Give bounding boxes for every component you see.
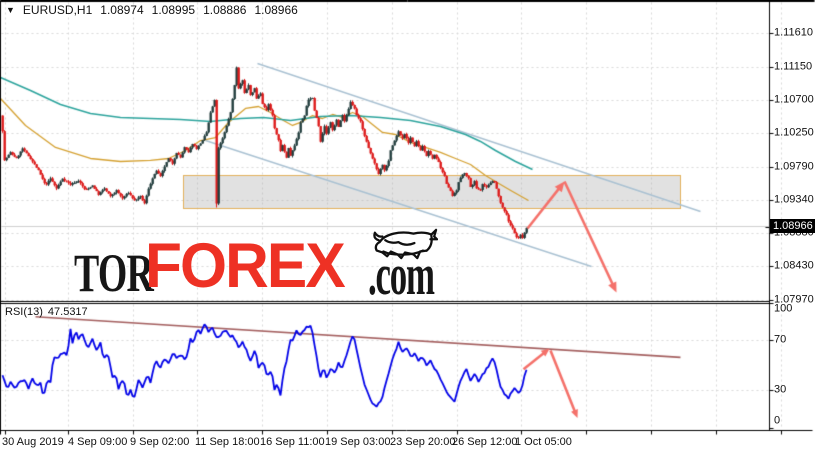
- time-axis-label: 19 Sep 03:00: [325, 436, 391, 448]
- time-axis-label: 23 Sep 20:00: [390, 436, 456, 448]
- price-axis-label: 1.11610: [774, 26, 813, 39]
- time-axis-label: 30 Aug 2019: [2, 436, 64, 448]
- quote-bar: ▼ EURUSD,H1 1.08974 1.08995 1.08886 1.08…: [6, 3, 298, 17]
- quote-low-value: 1.08886: [203, 3, 247, 17]
- time-axis-label: 9 Sep 02:00: [130, 436, 190, 448]
- price-axis-label: 1.08430: [774, 259, 814, 272]
- time-axis-label: 11 Sep 18:00: [195, 436, 260, 448]
- rsi-name: RSI(13): [5, 306, 43, 318]
- watermark-com-text: .com: [368, 242, 435, 307]
- rsi-level-label: 30: [774, 383, 787, 396]
- rsi-level-label: 0: [774, 414, 781, 427]
- quote-high-value: 1.08995: [151, 3, 196, 17]
- current-price-badge: 1.08966: [770, 219, 815, 233]
- quote-close-value: 1.08966: [254, 3, 298, 17]
- watermark-forex-text: FOREX: [145, 231, 346, 301]
- symbol-collapse-arrow-icon[interactable]: ▼: [6, 5, 15, 15]
- price-axis-label: 1.09790: [774, 160, 814, 173]
- time-axis-label: 1 Oct 05:00: [515, 436, 572, 448]
- rsi-value: 47.5317: [47, 306, 88, 318]
- rsi-level-label: 70: [774, 333, 787, 346]
- watermark-tor-text: TOR: [74, 243, 154, 303]
- time-axis-label: 16 Sep 11:00: [260, 436, 325, 448]
- price-axis-label: 1.10700: [774, 93, 814, 106]
- price-axis-label: 1.11150: [774, 60, 813, 73]
- symbol-period-label: EURUSD,H1: [22, 3, 93, 17]
- watermark-logo: TOR FOREX .com: [74, 222, 454, 308]
- bull-icon: [372, 228, 439, 265]
- rsi-level-label: 100: [774, 302, 793, 315]
- price-axis-label: 1.07970: [774, 293, 814, 306]
- rsi-indicator-label: RSI(13) 47.5317: [5, 306, 88, 318]
- price-axis-label: 1.09340: [774, 193, 814, 206]
- quote-open-value: 1.08974: [100, 3, 144, 17]
- time-axis-label: 26 Sep 12:00: [452, 436, 518, 448]
- price-axis-label: 1.10250: [774, 126, 814, 139]
- time-axis-label: 4 Sep 09:00: [68, 436, 128, 448]
